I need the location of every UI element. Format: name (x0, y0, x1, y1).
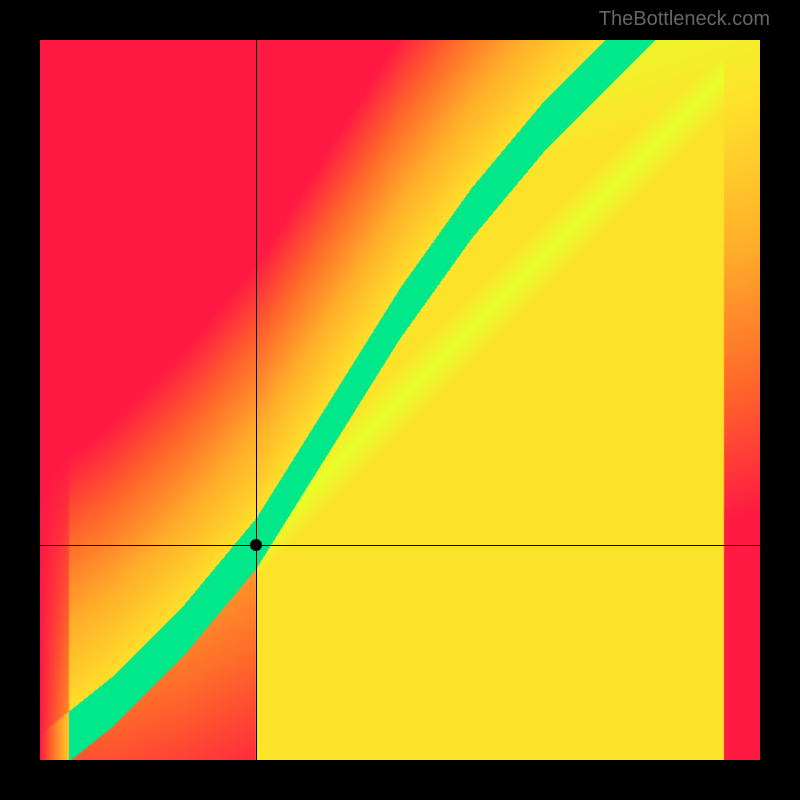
watermark-text: TheBottleneck.com (599, 8, 770, 31)
bottleneck-heatmap (40, 40, 760, 760)
selection-marker (250, 539, 262, 551)
crosshair-vertical (256, 40, 257, 760)
heatmap-canvas (40, 40, 760, 760)
crosshair-horizontal (40, 545, 760, 546)
